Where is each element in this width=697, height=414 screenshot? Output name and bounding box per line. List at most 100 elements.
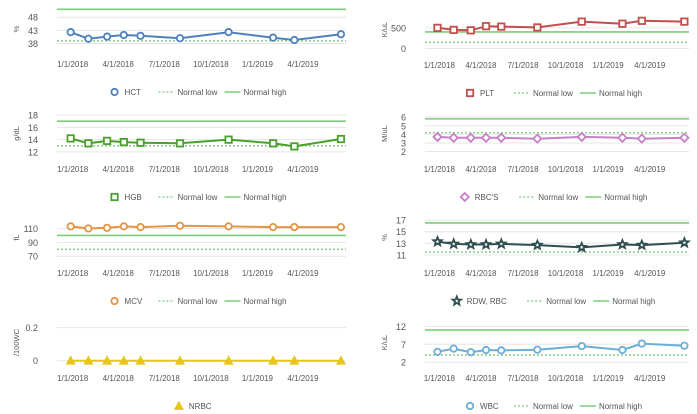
- chart-panel-8: K/uL 2 7 12 1/1/2018 4/1/2018 7/1/2018 10/1/201…: [380, 322, 689, 411]
- x-tick-label: 7/1/2018: [149, 269, 181, 278]
- data-point: [337, 357, 344, 364]
- y-tick-label: 3: [401, 138, 406, 148]
- data-point: [468, 27, 474, 33]
- data-point: [450, 240, 458, 248]
- data-point: [433, 237, 441, 245]
- legend: HCT Normal low Normal high: [111, 88, 286, 97]
- data-point: [578, 243, 586, 251]
- legend-normal-high-label: Normal high: [604, 193, 647, 202]
- data-point: [225, 29, 231, 35]
- data-point: [67, 29, 73, 35]
- y-axis-label: /100WC: [12, 328, 21, 356]
- data-point: [85, 357, 92, 364]
- legend-marker: [453, 297, 461, 305]
- data-point: [638, 241, 646, 249]
- x-tick-label: 4/1/2019: [287, 165, 319, 174]
- data-point: [137, 224, 143, 230]
- data-point: [497, 240, 505, 248]
- legend-marker: [111, 194, 117, 200]
- y-tick-label: 43: [28, 26, 38, 36]
- data-point: [85, 225, 91, 231]
- y-axis-label: %: [380, 234, 389, 241]
- y-axis-label: K/uL: [380, 22, 389, 37]
- data-point: [434, 25, 440, 31]
- chart-panel-7: /100WC 0 0.2 1/1/2018 4/1/2018 7/1/2018 10/1/2…: [12, 323, 346, 411]
- data-point: [533, 241, 541, 249]
- x-tick-label: 4/1/2018: [103, 269, 135, 278]
- x-tick-label: 1/1/2019: [242, 269, 274, 278]
- y-axis-label: K/uL: [380, 335, 389, 350]
- y-axis-label: %: [12, 25, 21, 32]
- data-point: [270, 224, 276, 230]
- x-tick-label: 4/1/2019: [634, 374, 666, 383]
- legend-marker: [461, 193, 469, 201]
- x-tick-label: 7/1/2018: [149, 165, 181, 174]
- x-tick-label: 4/1/2018: [465, 61, 497, 70]
- x-tick-label: 4/1/2019: [634, 165, 666, 174]
- data-point: [534, 346, 540, 352]
- legend: HGB Normal low Normal high: [111, 193, 286, 202]
- x-tick-label: 4/1/2018: [103, 374, 135, 383]
- data-point: [680, 238, 688, 246]
- y-tick-label: 7: [401, 340, 406, 350]
- legend-normal-low-label: Normal low: [177, 193, 217, 202]
- data-point: [176, 357, 183, 364]
- x-tick-label: 10/1/2018: [193, 60, 229, 69]
- y-tick-label: 14: [28, 135, 38, 145]
- data-point: [85, 36, 91, 42]
- legend-series-label: RBC'S: [475, 193, 499, 202]
- legend: WBC Normal low Normal high: [467, 402, 642, 411]
- data-point: [618, 240, 626, 248]
- data-point: [618, 134, 626, 142]
- x-tick-label: 7/1/2018: [507, 61, 539, 70]
- data-point: [533, 135, 541, 143]
- legend-marker: [175, 403, 182, 410]
- x-tick-label: 7/1/2018: [149, 374, 181, 383]
- data-point: [121, 223, 127, 229]
- y-tick-label: 13: [396, 239, 406, 249]
- data-point: [483, 347, 489, 353]
- data-point: [270, 140, 276, 146]
- y-tick-label: 70: [28, 252, 38, 262]
- y-tick-label: 12: [396, 322, 406, 332]
- y-tick-label: 0: [33, 356, 38, 366]
- data-point: [120, 357, 127, 364]
- data-point: [338, 224, 344, 230]
- legend-series-label: WBC: [480, 402, 499, 411]
- y-axis-label: g/dL: [12, 126, 21, 141]
- y-tick-label: 6: [401, 113, 406, 123]
- data-point: [67, 357, 74, 364]
- legend-series-label: HCT: [125, 88, 142, 97]
- y-tick-label: 2: [401, 358, 406, 368]
- data-point: [681, 18, 687, 24]
- data-point: [137, 140, 143, 146]
- data-point: [104, 225, 110, 231]
- y-tick-label: 500: [391, 23, 406, 33]
- data-point: [639, 18, 645, 24]
- x-tick-label: 1/1/2019: [593, 61, 625, 70]
- data-point: [104, 33, 110, 39]
- x-tick-label: 1/1/2018: [424, 269, 456, 278]
- x-tick-label: 4/1/2018: [465, 269, 497, 278]
- data-point: [270, 357, 277, 364]
- legend-normal-low-label: Normal low: [533, 89, 573, 98]
- legend-normal-low-label: Normal low: [177, 88, 217, 97]
- x-tick-label: 10/1/2018: [548, 374, 584, 383]
- data-point: [468, 349, 474, 355]
- data-point: [498, 347, 504, 353]
- legend-normal-low-label: Normal low: [177, 297, 217, 306]
- data-point: [291, 224, 297, 230]
- x-tick-label: 1/1/2018: [424, 61, 456, 70]
- data-point: [534, 24, 540, 30]
- y-tick-label: 90: [28, 238, 38, 248]
- y-tick-label: 4: [401, 130, 406, 140]
- legend-series-label: HGB: [125, 193, 142, 202]
- y-axis-label: M/uL: [380, 125, 389, 142]
- data-point: [225, 136, 231, 142]
- data-point: [467, 134, 475, 142]
- data-point: [121, 139, 127, 145]
- x-tick-label: 4/1/2018: [465, 165, 497, 174]
- y-tick-label: 16: [28, 123, 38, 133]
